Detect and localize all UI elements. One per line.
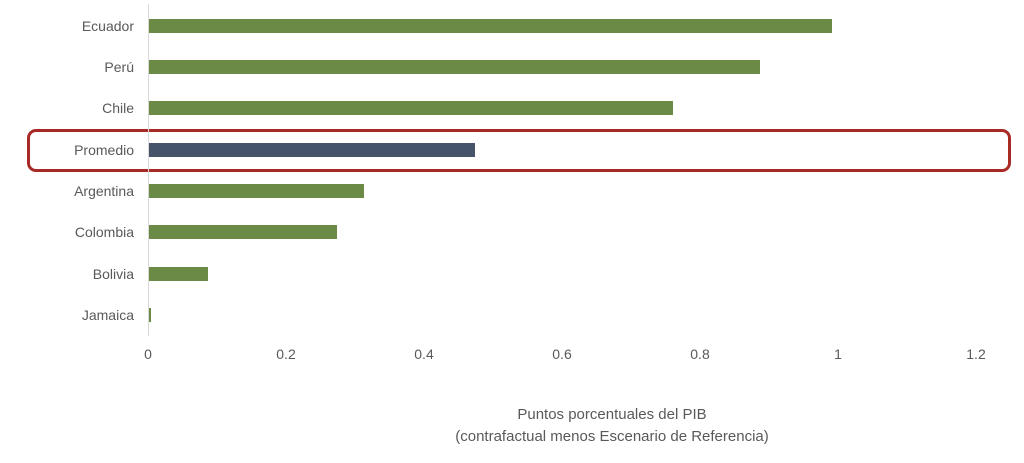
bar-row-ecuador: Ecuador: [0, 5, 1024, 46]
category-label: Ecuador: [81, 17, 134, 34]
x-tick-label: 0: [144, 346, 152, 362]
category-label: Colombia: [74, 223, 134, 240]
bar-chile: [149, 100, 674, 115]
category-label: Promedio: [74, 141, 134, 158]
x-tick-label: 0.8: [690, 346, 710, 362]
bar-promedio: [149, 142, 475, 157]
category-label: Jamaica: [81, 306, 134, 323]
y-axis-line: [148, 4, 149, 336]
bar-row-promedio: Promedio: [0, 129, 1024, 170]
x-tick-label: 1: [834, 346, 842, 362]
bar-row-argentina: Argentina: [0, 170, 1024, 211]
bar-ecuador: [149, 18, 833, 33]
x-tick-label: 0.4: [414, 346, 434, 362]
promedio-highlight-box: [27, 129, 1011, 172]
bar-jamaica: [149, 307, 152, 322]
x-axis-title: Puntos porcentuales del PIB (contrafactu…: [0, 404, 1024, 448]
bar-peru: [149, 59, 760, 74]
x-tick-label: 0.6: [552, 346, 572, 362]
bar-row-jamaica: Jamaica: [0, 294, 1024, 335]
x-axis-title-line1: Puntos porcentuales del PIB: [517, 406, 707, 423]
category-label: Bolivia: [92, 265, 134, 282]
x-tick-label: 1.2: [966, 346, 986, 362]
x-tick-label: 0.2: [276, 346, 296, 362]
bar-row-peru: Perú: [0, 46, 1024, 87]
bar-row-colombia: Colombia: [0, 211, 1024, 252]
bar-row-chile: Chile: [0, 87, 1024, 128]
bar-colombia: [149, 224, 337, 239]
bar-argentina: [149, 183, 365, 198]
bar-row-bolivia: Bolivia: [0, 253, 1024, 294]
category-label: Argentina: [74, 182, 134, 199]
category-label: Perú: [104, 58, 134, 75]
bar-bolivia: [149, 266, 208, 281]
category-label: Chile: [102, 99, 134, 116]
x-axis-title-line2: (contrafactual menos Escenario de Refere…: [455, 428, 769, 445]
